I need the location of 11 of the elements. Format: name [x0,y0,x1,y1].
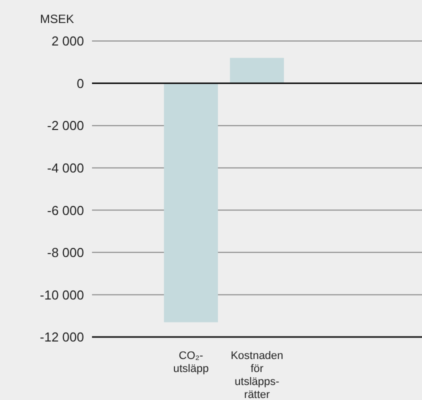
y-tick-label: -10 000 [40,287,84,302]
y-tick-label: -6 000 [47,202,84,218]
y-tick-label: 2 000 [51,34,84,49]
y-tick-label: -4 000 [47,160,84,176]
y-tick-label: 0 [76,76,84,91]
y-axis-title: MSEK [40,12,74,26]
x-tick-label: Kostnaden för utsläpps-rätter [230,350,284,400]
y-tick-label: -2 000 [47,118,84,134]
y-tick-label: -8 000 [47,245,84,260]
x-tick-label: CO₂-utsläpp [173,350,209,375]
y-tick-label: -12 000 [40,330,84,345]
